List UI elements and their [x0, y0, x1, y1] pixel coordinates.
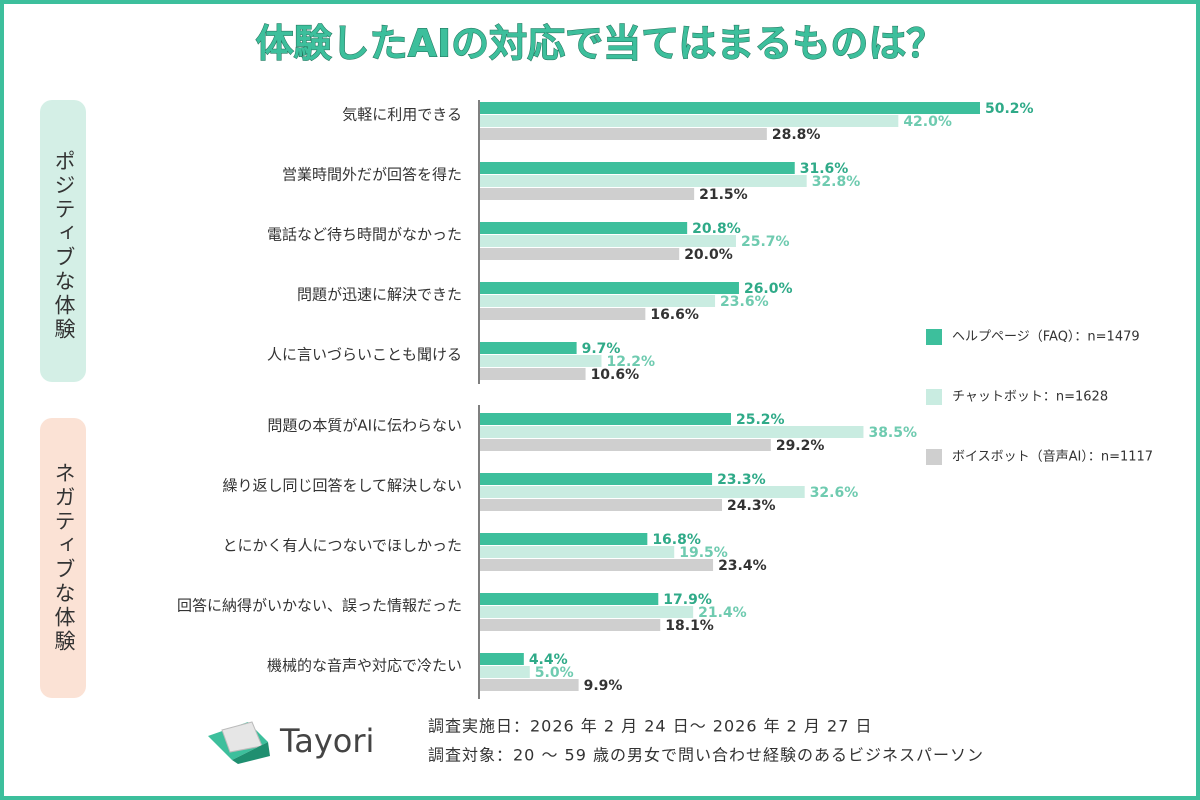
value-label: 21.5%	[699, 187, 748, 203]
value-label: 10.6%	[591, 367, 640, 383]
bar	[480, 308, 646, 320]
category-label: 回答に納得がいかない、誤った情報だった	[177, 597, 462, 615]
bar	[480, 368, 586, 380]
bar	[480, 128, 767, 140]
bar	[480, 102, 980, 114]
footer-text: 調査実施日：2026 年 2 月 24 日〜 2026 年 2 月 27 日	[428, 717, 872, 736]
bar	[480, 413, 731, 425]
value-label: 21.4%	[698, 605, 747, 621]
bar	[480, 619, 661, 631]
bar	[480, 282, 739, 294]
group-panel	[40, 100, 86, 382]
bar	[480, 235, 736, 247]
value-label: 9.7%	[582, 341, 621, 357]
bar	[480, 355, 602, 367]
legend-label: ヘルプページ（FAQ）：n=1479	[952, 330, 1140, 345]
chart-title: 体験したAIの対応で当てはまるものは？	[256, 22, 945, 66]
category-label: とにかく有人につないでほしかった	[222, 537, 462, 555]
legend-label: チャットボット：n=1628	[952, 390, 1108, 405]
category-label: 営業時間外だが回答を得た	[282, 166, 462, 184]
bar	[480, 439, 771, 451]
legend-swatch	[926, 389, 942, 405]
category-label: 繰り返し同じ回答をして解決しない	[222, 477, 462, 495]
bar	[480, 248, 680, 260]
bar	[480, 115, 899, 127]
category-label: 機械的な音声や対応で冷たい	[267, 657, 462, 675]
bar	[480, 175, 807, 187]
group-panel	[40, 418, 86, 698]
bar	[480, 486, 805, 498]
value-label: 23.3%	[717, 472, 766, 488]
value-label: 25.7%	[741, 234, 790, 250]
group-label: ポジティブな体験	[52, 150, 76, 342]
bar	[480, 499, 723, 511]
bar	[480, 666, 530, 678]
value-label: 9.9%	[584, 678, 623, 694]
value-label: 31.6%	[800, 161, 849, 177]
value-label: 16.6%	[650, 307, 699, 323]
category-label: 人に言いづらいことも聞ける	[267, 346, 462, 364]
category-label: 問題の本質がAIに伝わらない	[267, 417, 462, 435]
value-label: 12.2%	[607, 354, 656, 370]
bar	[480, 546, 675, 558]
value-label: 28.8%	[772, 127, 821, 143]
legend-swatch	[926, 449, 942, 465]
value-label: 24.3%	[727, 498, 776, 514]
group-label: ネガティブな体験	[52, 462, 76, 654]
bar	[480, 426, 864, 438]
bar	[480, 162, 795, 174]
value-label: 4.4%	[529, 652, 568, 668]
legend-swatch	[926, 329, 942, 345]
bar	[480, 679, 579, 691]
category-label: 問題が迅速に解決できた	[297, 286, 462, 304]
value-label: 20.0%	[684, 247, 733, 263]
value-label: 42.0%	[903, 114, 952, 130]
bar	[480, 593, 659, 605]
bar	[480, 533, 648, 545]
bar	[480, 473, 713, 485]
bar	[480, 342, 577, 354]
legend-label: ボイスボット（音声AI）：n=1117	[952, 449, 1153, 465]
logo-text: Tayori	[279, 722, 374, 760]
bar	[480, 188, 695, 200]
value-label: 16.8%	[652, 532, 701, 548]
bar	[480, 606, 694, 618]
bar	[480, 222, 688, 234]
logo: Tayori	[208, 721, 374, 764]
value-label: 26.0%	[744, 281, 793, 297]
footer-text: 調査対象：20 〜 59 歳の男女で問い合わせ経験のあるビジネスパーソン	[428, 746, 984, 765]
bar	[480, 295, 716, 307]
value-label: 32.8%	[812, 174, 861, 190]
value-label: 38.5%	[868, 425, 917, 441]
value-label: 20.8%	[692, 221, 741, 237]
value-label: 23.4%	[718, 558, 767, 574]
value-label: 32.6%	[810, 485, 859, 501]
value-label: 25.2%	[736, 412, 785, 428]
value-label: 23.6%	[720, 294, 769, 310]
bar	[480, 559, 714, 571]
category-label: 電話など待ち時間がなかった	[267, 226, 462, 244]
bar	[480, 653, 524, 665]
value-label: 5.0%	[535, 665, 574, 681]
value-label: 29.2%	[776, 438, 825, 454]
category-label: 気軽に利用できる	[342, 106, 462, 124]
value-label: 19.5%	[679, 545, 728, 561]
value-label: 50.2%	[985, 101, 1034, 117]
value-label: 17.9%	[663, 592, 712, 608]
value-label: 18.1%	[665, 618, 714, 634]
